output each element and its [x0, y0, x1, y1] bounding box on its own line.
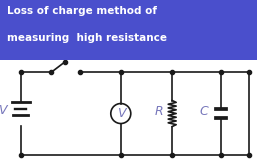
FancyBboxPatch shape	[0, 60, 257, 162]
Text: V: V	[116, 107, 125, 120]
Text: V: V	[0, 104, 7, 117]
Text: R: R	[155, 105, 163, 118]
FancyBboxPatch shape	[0, 0, 257, 60]
Text: measuring  high resistance: measuring high resistance	[7, 33, 167, 43]
Text: Loss of charge method of: Loss of charge method of	[7, 6, 157, 16]
Text: C: C	[200, 105, 208, 118]
